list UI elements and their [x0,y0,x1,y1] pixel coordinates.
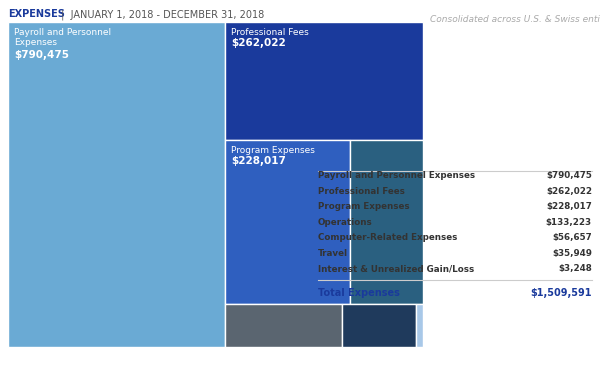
Text: $228,017: $228,017 [232,156,286,166]
Text: $133,223: $133,223 [546,218,592,227]
Text: Interest & Unrealized Gain/Loss: Interest & Unrealized Gain/Loss [318,264,474,273]
Text: $228,017: $228,017 [546,202,592,211]
Text: Professional Fees: Professional Fees [318,187,405,196]
Text: Travel: Travel [318,249,348,258]
Text: $790,475: $790,475 [14,50,69,60]
Text: $262,022: $262,022 [232,38,286,48]
Bar [226,304,342,347]
Text: Professional Fees: Professional Fees [232,28,309,37]
Text: Computer-Related Expenses: Computer-Related Expenses [318,233,457,242]
Text: |  JANUARY 1, 2018 - DECEMBER 31, 2018: | JANUARY 1, 2018 - DECEMBER 31, 2018 [58,9,264,20]
Text: Expenses: Expenses [14,38,57,47]
Text: EXPENSES: EXPENSES [8,9,65,19]
Text: $3,248: $3,248 [558,264,592,273]
Text: Consolidated across U.S. & Swiss entities.: Consolidated across U.S. & Swiss entitie… [430,15,600,24]
Text: $1,509,591: $1,509,591 [530,289,592,299]
Text: Total Expenses: Total Expenses [318,289,400,299]
Text: Payroll and Personnel Expenses: Payroll and Personnel Expenses [318,171,475,180]
Bar [350,141,423,304]
Bar [226,141,350,304]
Text: $262,022: $262,022 [546,187,592,196]
Bar [416,304,423,347]
Bar [8,22,226,347]
Text: Program Expenses: Program Expenses [232,146,315,155]
Bar [226,22,423,141]
Text: $790,475: $790,475 [546,171,592,180]
Text: Operations: Operations [318,218,373,227]
Text: $56,657: $56,657 [552,233,592,242]
Bar [342,304,416,347]
Text: Program Expenses: Program Expenses [318,202,410,211]
Text: Payroll and Personnel: Payroll and Personnel [14,28,111,37]
Text: $35,949: $35,949 [552,249,592,258]
